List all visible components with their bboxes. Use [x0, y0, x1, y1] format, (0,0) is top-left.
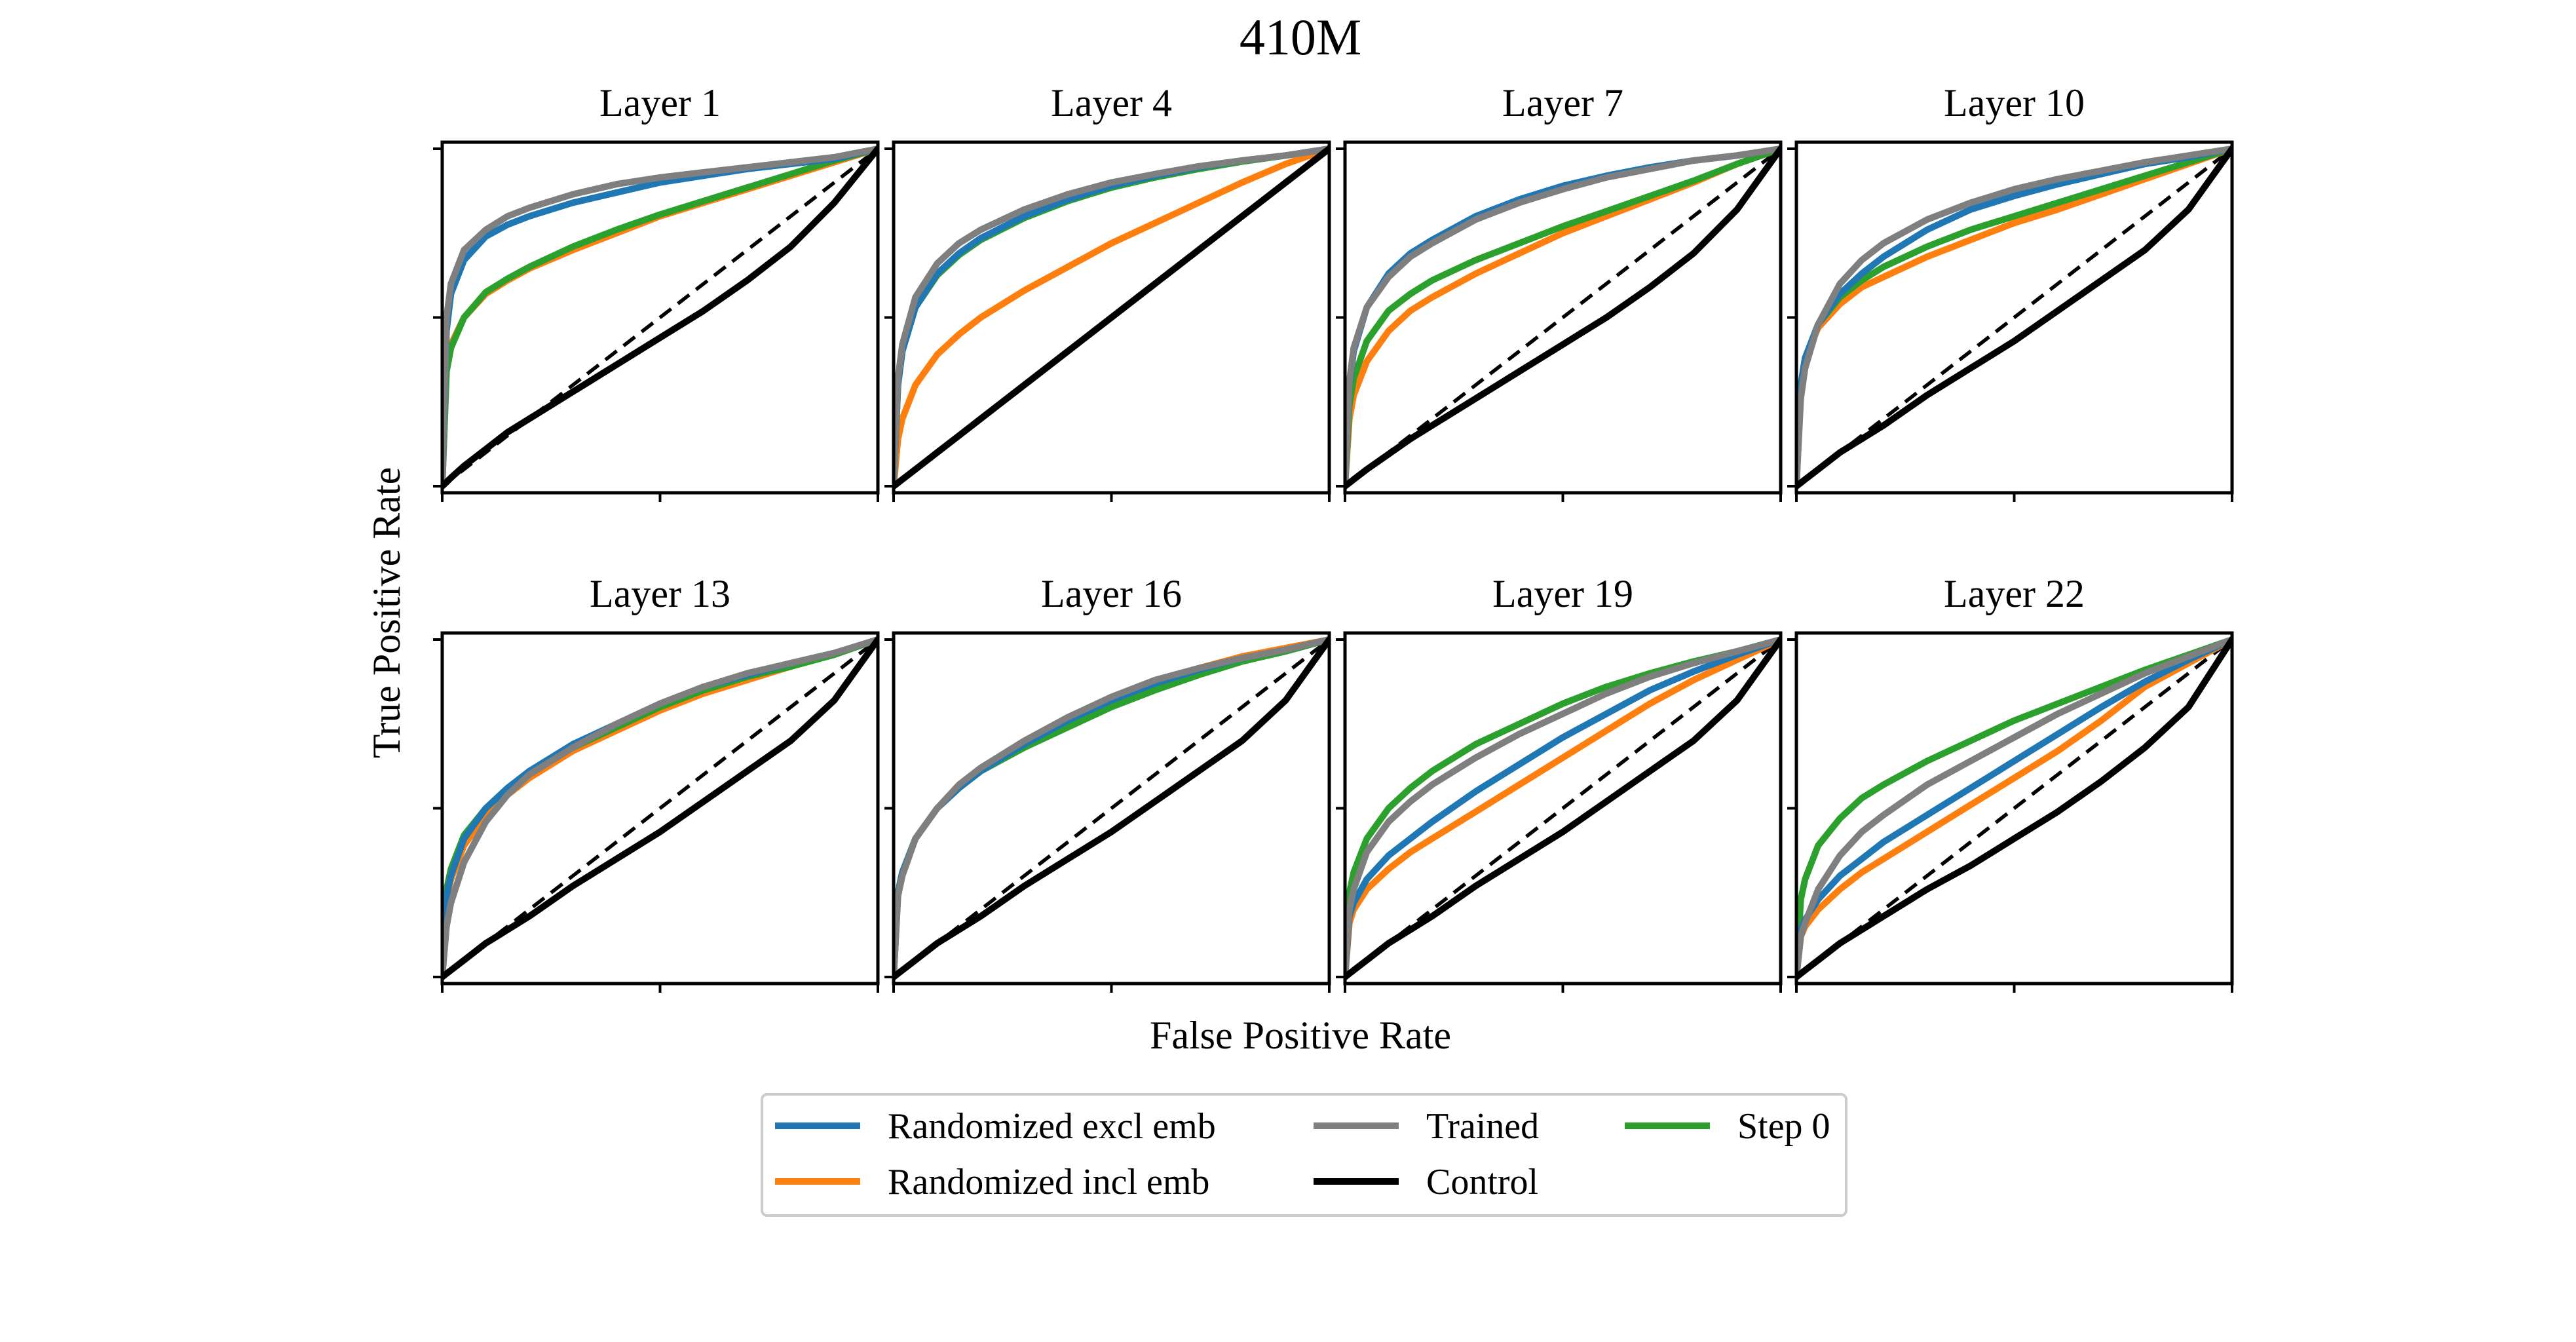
curves-layer-7	[1345, 145, 1781, 489]
curve-trained-layer-4	[894, 145, 1329, 489]
legend-entry-randomized-incl-emb: Randomized incl emb	[775, 1162, 1209, 1202]
panel-layer-16: Layer 16	[884, 572, 1331, 993]
curve-control-layer-22	[1796, 636, 2232, 980]
curve-trained-layer-22	[1796, 636, 2232, 980]
x-axis-label: False Positive Rate	[1150, 1014, 1451, 1057]
curve-trained-layer-13	[442, 636, 878, 980]
curves-layer-10	[1796, 145, 2232, 489]
legend-frame	[761, 1093, 1847, 1217]
curves-layer-16	[894, 636, 1329, 980]
curve-control-layer-10	[1796, 145, 2232, 489]
panel-title-layer-7: Layer 7	[1502, 81, 1623, 125]
curve-step-0-layer-7	[1345, 145, 1781, 489]
legend-entry-trained: Trained	[1314, 1106, 1539, 1147]
panel-title-layer-4: Layer 4	[1051, 81, 1172, 125]
chance-diagonal-layer-7	[1345, 147, 1781, 488]
panel-layer-7: Layer 7	[1336, 81, 1783, 502]
curve-control-layer-19	[1345, 636, 1781, 980]
panel-title-layer-10: Layer 10	[1944, 81, 2085, 125]
panel-title-layer-22: Layer 22	[1944, 572, 2085, 615]
panel-layer-13: Layer 13	[433, 572, 880, 993]
y-axis-label: True Positive Rate	[365, 467, 408, 758]
legend-entry-control: Control	[1314, 1162, 1538, 1202]
curves-layer-4	[894, 145, 1329, 489]
panel-layer-22: Layer 22	[1787, 572, 2234, 993]
curve-randomized-incl-emb-layer-4	[894, 145, 1329, 489]
chance-diagonal-layer-19	[1345, 638, 1781, 979]
panel-layer-4: Layer 4	[884, 81, 1331, 502]
panel-layer-10: Layer 10	[1787, 81, 2234, 502]
chance-diagonal-layer-16	[894, 638, 1329, 979]
legend-label-randomized-excl-emb: Randomized excl emb	[888, 1106, 1216, 1147]
chance-diagonal-layer-13	[442, 638, 878, 979]
panel-title-layer-13: Layer 13	[590, 572, 730, 615]
legend-label-step-0: Step 0	[1737, 1106, 1830, 1147]
curves-layer-22	[1796, 636, 2232, 980]
chance-diagonal-layer-10	[1796, 147, 2232, 488]
panels-grid: Layer 1 Layer 4 Layer 7 Layer 10 Layer 13 Lay…	[433, 81, 2234, 993]
curve-trained-layer-7	[1345, 145, 1781, 489]
curves-layer-13	[442, 636, 878, 980]
curve-trained-layer-16	[894, 636, 1329, 980]
curve-step-0-layer-1	[442, 145, 878, 489]
legend-entry-randomized-excl-emb: Randomized excl emb	[775, 1106, 1216, 1147]
legend-label-trained: Trained	[1426, 1106, 1539, 1147]
curve-trained-layer-1	[442, 145, 878, 489]
figure-title: 410M	[1240, 9, 1361, 66]
panel-title-layer-16: Layer 16	[1041, 572, 1182, 615]
panel-layer-19: Layer 19	[1336, 572, 1783, 993]
curves-layer-1	[442, 145, 878, 489]
chance-diagonal-layer-22	[1796, 638, 2232, 979]
legend-entry-step-0: Step 0	[1625, 1106, 1830, 1147]
curve-control-layer-16	[894, 636, 1329, 980]
curve-step-0-layer-22	[1796, 636, 2232, 980]
legend-label-control: Control	[1426, 1162, 1538, 1202]
panel-title-layer-19: Layer 19	[1492, 572, 1633, 615]
curve-trained-layer-10	[1796, 145, 2232, 489]
curve-control-layer-1	[442, 145, 878, 489]
legend: Randomized excl emb Randomized incl emb Tr…	[761, 1093, 1847, 1217]
curve-randomized-incl-emb-layer-19	[1345, 636, 1781, 980]
curve-control-layer-4	[894, 145, 1329, 489]
panel-layer-1: Layer 1	[433, 81, 880, 502]
curve-control-layer-7	[1345, 145, 1781, 489]
curve-trained-layer-19	[1345, 636, 1781, 980]
panel-title-layer-1: Layer 1	[599, 81, 721, 125]
curve-randomized-excl-emb-layer-19	[1345, 636, 1781, 980]
legend-label-randomized-incl-emb: Randomized incl emb	[888, 1162, 1209, 1202]
curve-control-layer-13	[442, 636, 878, 980]
curves-layer-19	[1345, 636, 1781, 980]
